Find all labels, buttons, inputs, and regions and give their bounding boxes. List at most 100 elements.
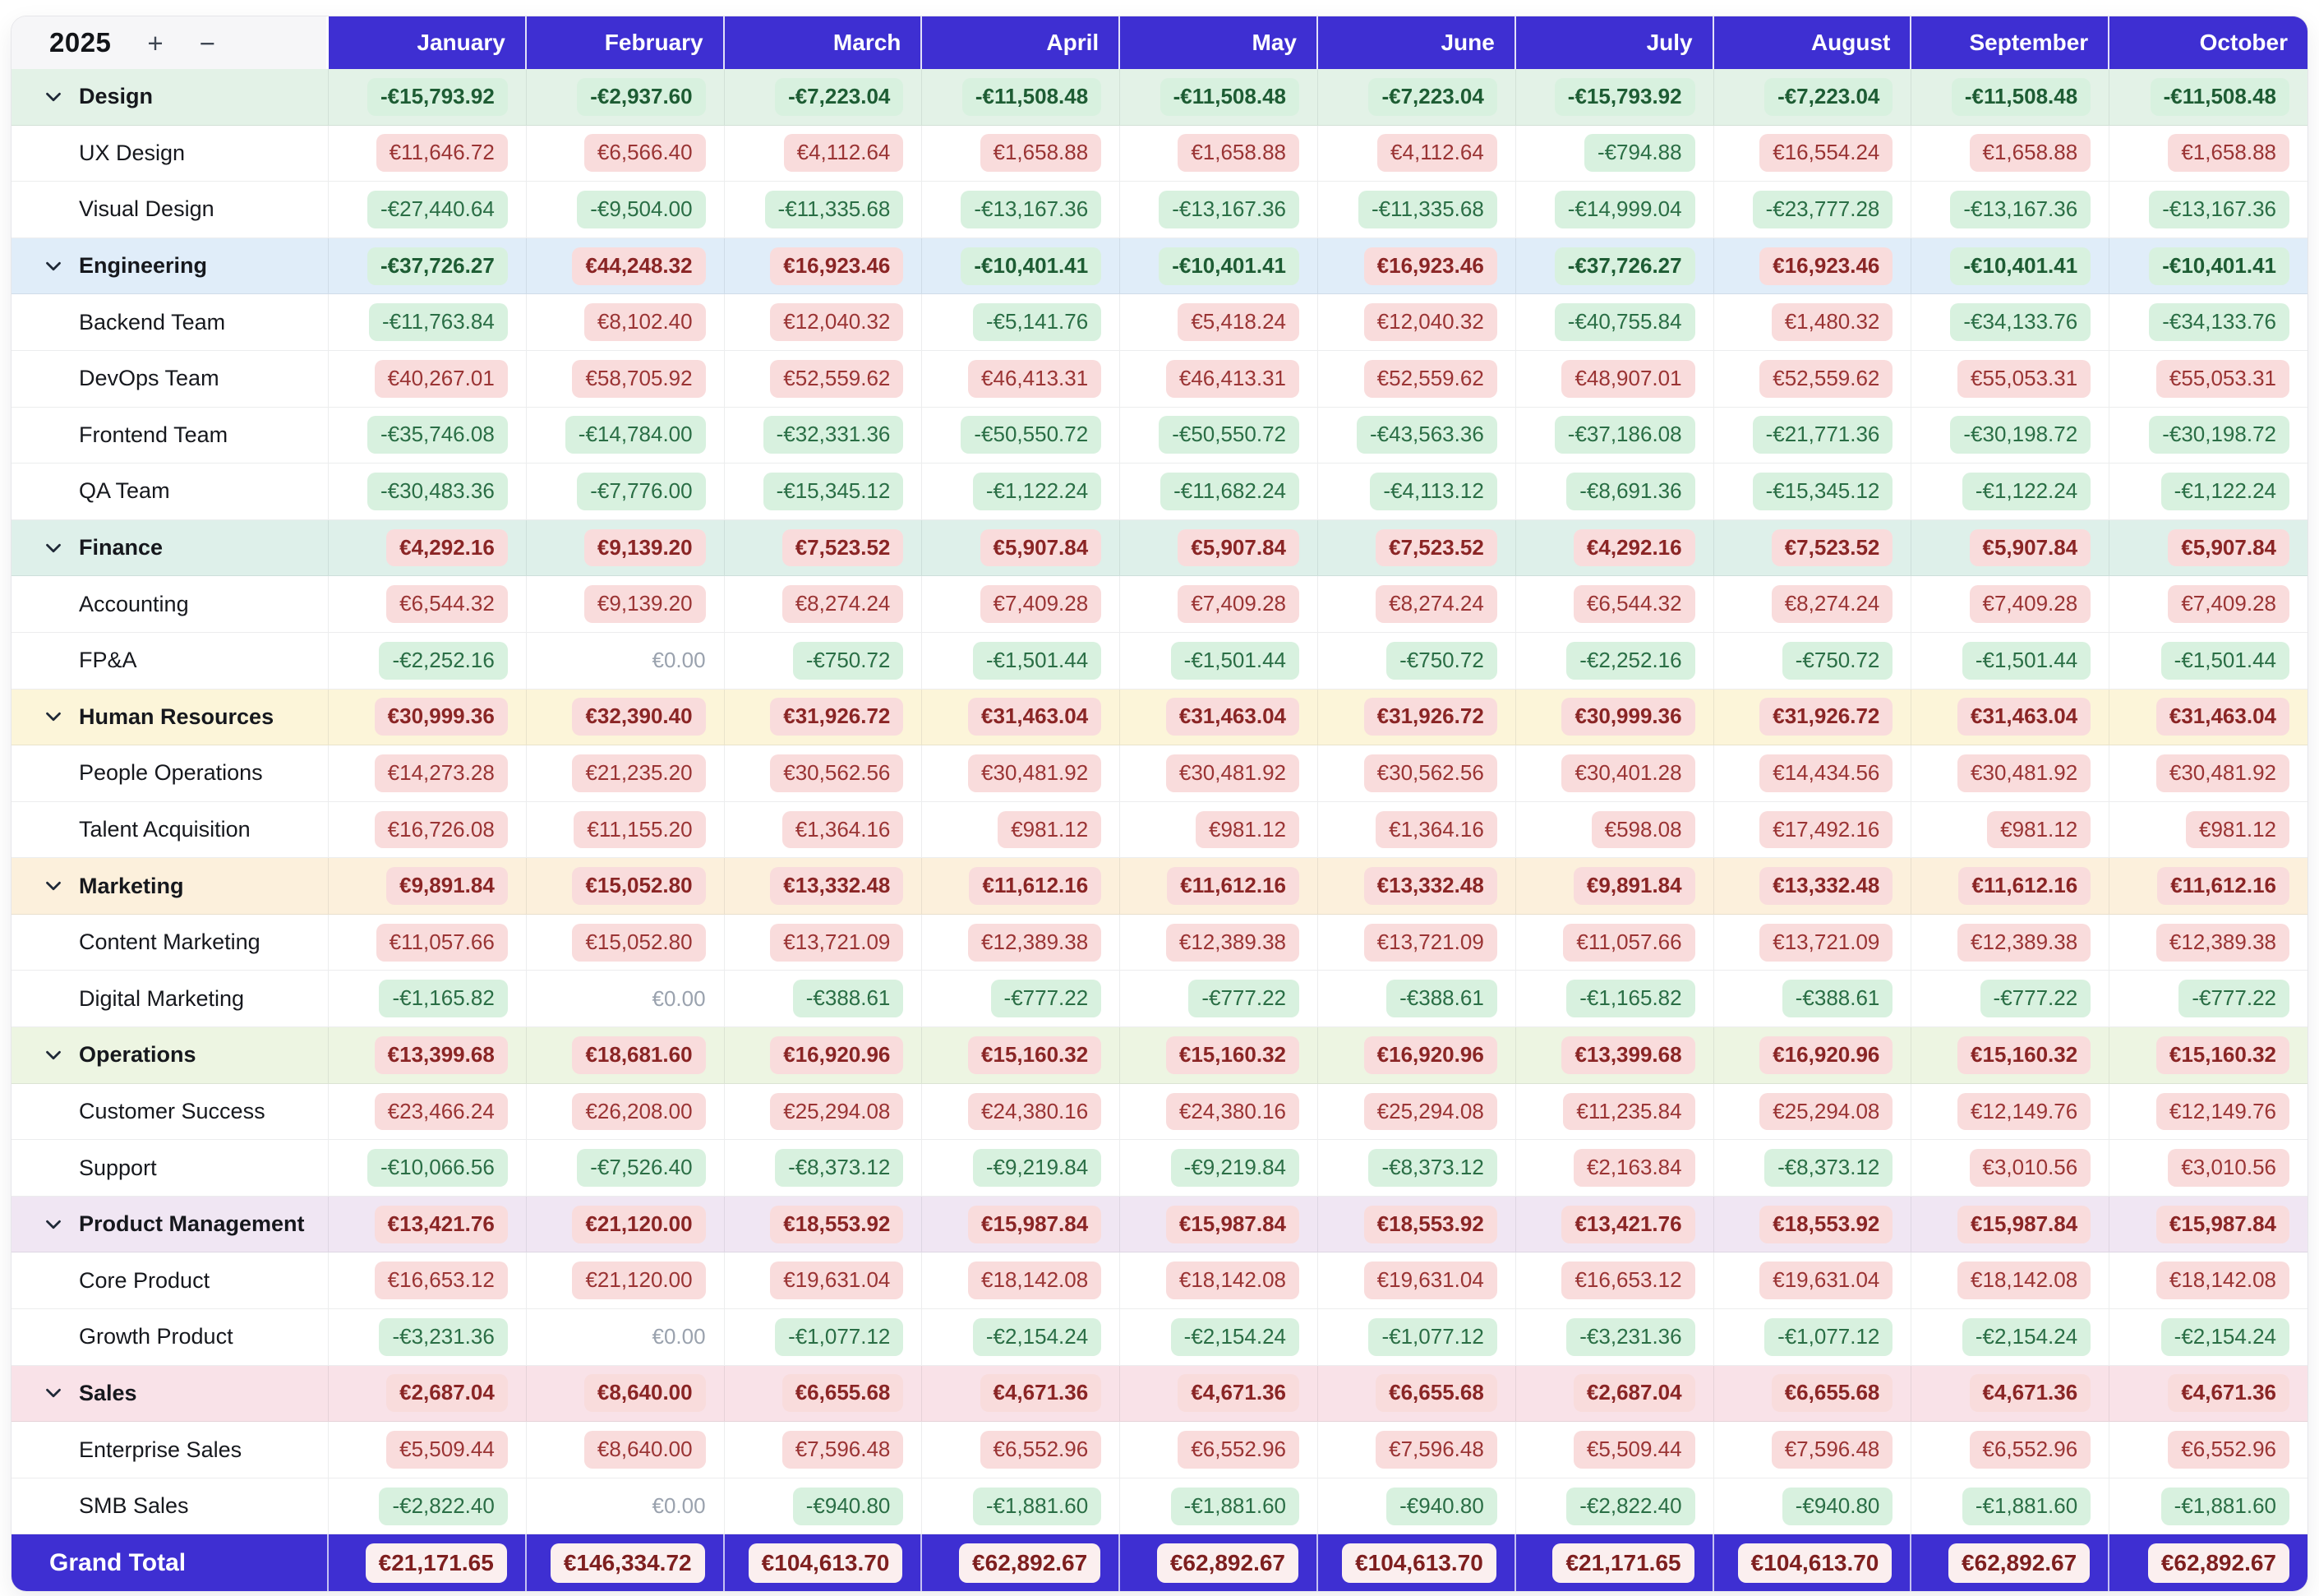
chevron-down-icon[interactable] <box>41 536 66 560</box>
value-cell[interactable]: €18,142.08 <box>1911 1252 2110 1310</box>
value-cell[interactable]: €8,274.24 <box>1318 576 1516 633</box>
value-cell[interactable]: €981.12 <box>1120 801 1318 859</box>
value-cell[interactable]: €11,057.66 <box>1515 914 1714 971</box>
value-cell[interactable]: -€1,122.24 <box>1911 464 2110 520</box>
value-cell[interactable]: -€777.22 <box>1120 971 1318 1028</box>
value-cell[interactable]: -€40,755.84 <box>1515 294 1714 351</box>
value-cell[interactable]: €16,653.12 <box>1515 1252 1714 1310</box>
value-cell[interactable]: -€30,198.72 <box>1911 407 2110 464</box>
value-cell[interactable]: €1,658.88 <box>2109 126 2307 182</box>
value-cell[interactable]: €30,562.56 <box>1318 745 1516 802</box>
value-cell[interactable]: €15,052.80 <box>526 914 725 971</box>
value-cell[interactable]: €18,142.08 <box>2109 1252 2307 1310</box>
value-cell[interactable]: €5,418.24 <box>1120 294 1318 351</box>
value-cell[interactable]: -€15,345.12 <box>1713 464 1912 520</box>
value-cell[interactable]: €12,389.38 <box>1120 914 1318 971</box>
value-cell[interactable]: €1,480.32 <box>1713 294 1912 351</box>
value-cell[interactable]: €13,721.09 <box>1713 914 1912 971</box>
value-cell[interactable]: -€23,777.28 <box>1713 182 1912 238</box>
value-cell[interactable]: €52,559.62 <box>724 350 923 408</box>
value-cell[interactable]: -€11,682.24 <box>1120 464 1318 520</box>
value-cell[interactable]: -€2,252.16 <box>1515 632 1714 690</box>
value-cell[interactable]: €17,492.16 <box>1713 801 1912 859</box>
chevron-down-icon[interactable] <box>41 254 66 279</box>
value-cell[interactable]: €7,596.48 <box>1318 1422 1516 1478</box>
value-cell[interactable]: €14,273.28 <box>329 745 527 802</box>
value-cell[interactable]: €14,434.56 <box>1713 745 1912 802</box>
value-cell[interactable]: €16,726.08 <box>329 801 527 859</box>
value-cell[interactable]: €4,112.64 <box>724 125 923 182</box>
value-cell[interactable]: €55,053.31 <box>2109 351 2307 408</box>
value-cell[interactable]: €7,596.48 <box>1713 1422 1912 1478</box>
value-cell[interactable]: €30,481.92 <box>922 745 1121 802</box>
value-cell[interactable]: €48,907.01 <box>1515 350 1714 408</box>
value-cell[interactable]: €30,562.56 <box>724 745 923 802</box>
value-cell[interactable]: -€1,077.12 <box>1713 1309 1912 1366</box>
value-cell[interactable]: €30,481.92 <box>1911 745 2110 802</box>
value-cell[interactable]: -€777.22 <box>2109 971 2307 1028</box>
value-cell[interactable]: €6,544.32 <box>1515 576 1714 633</box>
value-cell[interactable]: -€11,335.68 <box>1318 182 1516 238</box>
value-cell[interactable]: -€1,165.82 <box>329 971 527 1028</box>
value-cell[interactable]: -€4,113.12 <box>1318 464 1516 520</box>
value-cell[interactable]: €12,389.38 <box>922 914 1121 971</box>
value-cell[interactable]: -€43,563.36 <box>1318 407 1516 464</box>
value-cell[interactable]: €25,294.08 <box>724 1083 923 1141</box>
value-cell[interactable]: €11,235.84 <box>1515 1083 1714 1141</box>
value-cell[interactable]: €52,559.62 <box>1713 350 1912 408</box>
value-cell[interactable]: €52,559.62 <box>1318 350 1516 408</box>
value-cell[interactable]: -€777.22 <box>922 971 1121 1028</box>
value-cell[interactable]: -€2,252.16 <box>329 632 527 690</box>
value-cell[interactable]: €13,721.09 <box>1318 914 1516 971</box>
value-cell[interactable]: -€5,141.76 <box>922 294 1121 351</box>
value-cell[interactable]: €25,294.08 <box>1318 1083 1516 1141</box>
value-cell[interactable]: €2,163.84 <box>1515 1140 1714 1197</box>
value-cell[interactable]: -€940.80 <box>724 1478 923 1535</box>
value-cell[interactable]: -€1,501.44 <box>1911 632 2110 690</box>
value-cell[interactable]: -€8,373.12 <box>724 1140 923 1197</box>
value-cell[interactable]: €46,413.31 <box>922 350 1121 408</box>
value-cell[interactable]: €12,040.32 <box>724 294 923 351</box>
value-cell[interactable]: €1,658.88 <box>1120 125 1318 182</box>
value-cell[interactable]: -€13,167.36 <box>922 182 1121 238</box>
value-cell[interactable]: €46,413.31 <box>1120 350 1318 408</box>
value-cell[interactable]: €18,142.08 <box>922 1252 1121 1310</box>
value-cell[interactable]: €5,509.44 <box>329 1422 527 1478</box>
value-cell[interactable]: -€13,167.36 <box>1911 182 2110 238</box>
value-cell[interactable]: €8,102.40 <box>526 294 725 351</box>
value-cell[interactable]: €0.00 <box>526 632 725 690</box>
value-cell[interactable]: -€1,881.60 <box>1120 1478 1318 1535</box>
value-cell[interactable]: -€30,198.72 <box>2109 408 2307 464</box>
chevron-down-icon[interactable] <box>41 85 66 109</box>
value-cell[interactable]: -€9,219.84 <box>1120 1140 1318 1197</box>
value-cell[interactable]: -€3,231.36 <box>329 1309 527 1366</box>
value-cell[interactable]: -€3,231.36 <box>1515 1309 1714 1366</box>
value-cell[interactable]: €19,631.04 <box>724 1252 923 1310</box>
value-cell[interactable]: -€9,219.84 <box>922 1140 1121 1197</box>
value-cell[interactable]: -€8,373.12 <box>1318 1140 1516 1197</box>
chevron-down-icon[interactable] <box>41 874 66 898</box>
value-cell[interactable]: €55,053.31 <box>1911 350 2110 408</box>
value-cell[interactable]: -€1,501.44 <box>2109 633 2307 690</box>
value-cell[interactable]: €26,208.00 <box>526 1083 725 1141</box>
value-cell[interactable]: €0.00 <box>526 1309 725 1366</box>
value-cell[interactable]: €30,401.28 <box>1515 745 1714 802</box>
value-cell[interactable]: €6,552.96 <box>1120 1422 1318 1478</box>
value-cell[interactable]: -€1,501.44 <box>922 632 1121 690</box>
value-cell[interactable]: -€1,122.24 <box>922 464 1121 520</box>
value-cell[interactable]: €12,149.76 <box>1911 1083 2110 1141</box>
value-cell[interactable]: -€777.22 <box>1911 971 2110 1028</box>
value-cell[interactable]: -€2,822.40 <box>1515 1478 1714 1535</box>
add-year-button[interactable]: + <box>147 27 164 58</box>
value-cell[interactable]: -€1,881.60 <box>1911 1478 2110 1535</box>
value-cell[interactable]: €4,112.64 <box>1318 125 1516 182</box>
value-cell[interactable]: €7,409.28 <box>1911 576 2110 633</box>
value-cell[interactable]: €12,149.76 <box>2109 1084 2307 1141</box>
value-cell[interactable]: -€11,763.84 <box>329 294 527 351</box>
value-cell[interactable]: €30,481.92 <box>1120 745 1318 802</box>
value-cell[interactable]: -€37,186.08 <box>1515 407 1714 464</box>
value-cell[interactable]: €3,010.56 <box>2109 1140 2307 1197</box>
value-cell[interactable]: -€1,881.60 <box>2109 1478 2307 1535</box>
value-cell[interactable]: -€940.80 <box>1713 1478 1912 1535</box>
value-cell[interactable]: €8,274.24 <box>1713 576 1912 633</box>
